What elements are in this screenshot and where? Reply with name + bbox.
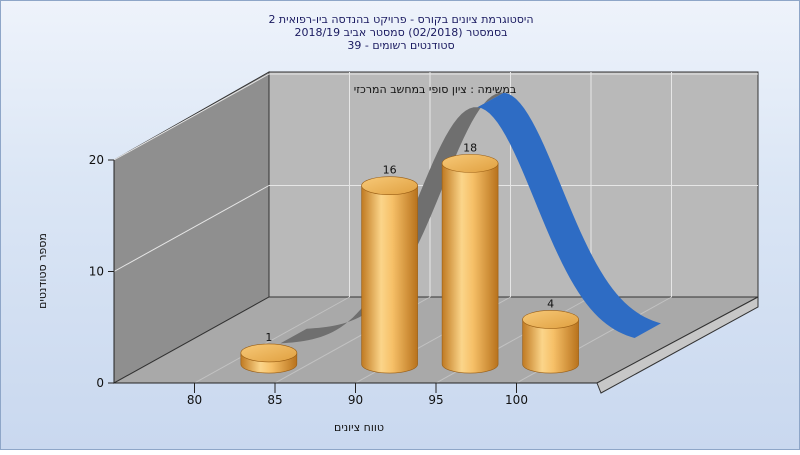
bar-cap xyxy=(522,310,579,329)
y-axis-label: מספר סטודנטים xyxy=(36,233,49,309)
grid-line-left xyxy=(113,73,270,161)
bars: 1 16 18 4 xyxy=(240,141,579,374)
bar: 1 xyxy=(240,331,298,374)
title-line-3: סטודנטים רשומים - 39 xyxy=(347,39,454,52)
chart-subtitle: במשימה : ציון סופי במחשב המרכזי xyxy=(354,83,517,96)
y-tick-label: 10 xyxy=(89,265,104,279)
x-tick-label: 85 xyxy=(267,393,282,407)
bar-value-label: 1 xyxy=(265,331,272,344)
x-tick-label: 95 xyxy=(428,393,443,407)
x-tick-label: 100 xyxy=(505,393,528,407)
floor-edge xyxy=(596,296,759,394)
bar-body xyxy=(522,319,579,374)
axes: 0 10 20 80 85 90 95 100 xyxy=(89,153,597,407)
grid-line-left xyxy=(113,185,270,272)
bar: 4 xyxy=(522,297,579,374)
x-tick-label: 90 xyxy=(348,393,363,407)
y-tick-label: 20 xyxy=(89,153,104,167)
title-line-1: היסטוגרמת ציונים בקורס - פרויקט בהנדסה ב… xyxy=(268,13,533,26)
x-tick-label: 80 xyxy=(187,393,202,407)
curve-ribbon-falling xyxy=(477,92,661,339)
bar: 16 xyxy=(361,164,418,374)
title-line-2: בסמסטר (02/2018) סמסטר אביב 2018/19 xyxy=(294,26,507,39)
bar-value-label: 18 xyxy=(463,141,477,154)
bar: 18 xyxy=(441,141,499,374)
bar-value-label: 4 xyxy=(547,297,554,310)
bar-value-label: 16 xyxy=(383,164,397,177)
bar-cap xyxy=(361,176,418,195)
bar-body xyxy=(361,185,418,374)
bar-cap xyxy=(240,343,298,363)
y-tick-label: 0 xyxy=(96,376,104,390)
bar-body xyxy=(441,163,499,374)
normal-curve xyxy=(280,92,661,344)
gridlines xyxy=(113,72,758,384)
x-axis-label: טווח ציונים xyxy=(334,421,384,434)
bar-cap xyxy=(441,154,499,173)
curve-ribbon-rising xyxy=(280,92,504,344)
grid-line-floor xyxy=(194,296,350,384)
